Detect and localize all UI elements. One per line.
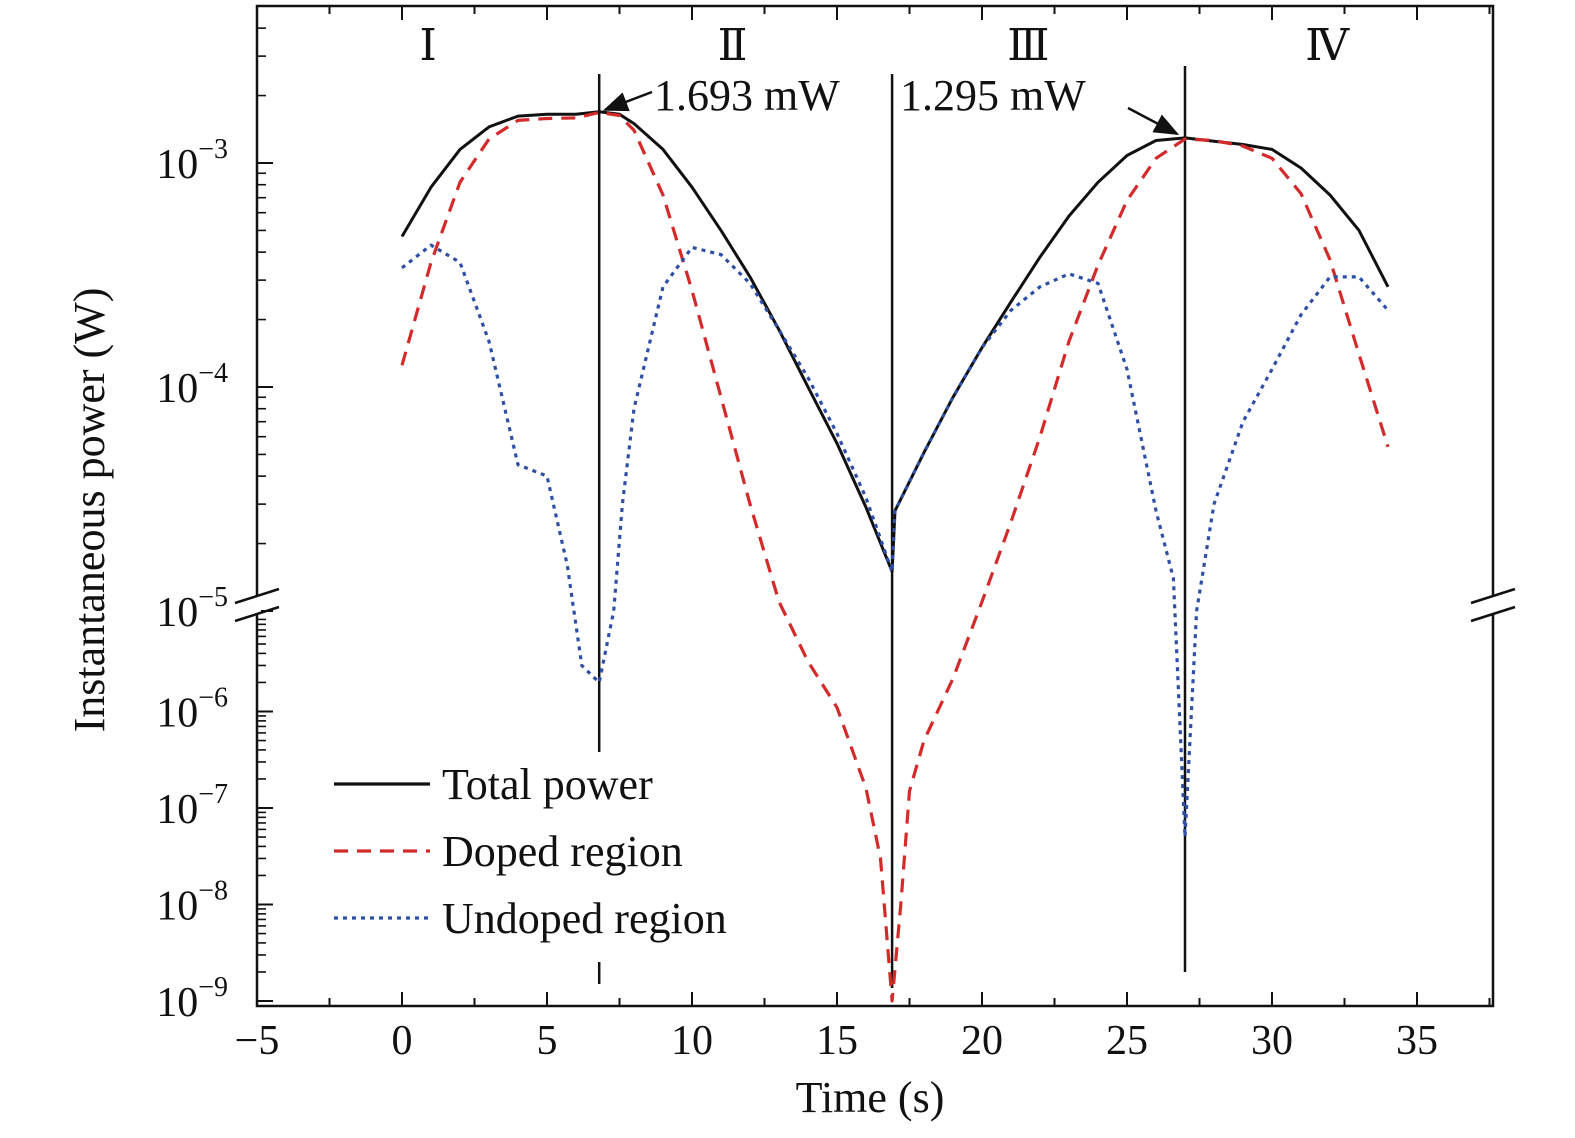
series-line: [401, 243, 1390, 839]
series-lines: [400, 110, 1390, 1003]
region-dividers: [597, 66, 1187, 988]
x-tick-label: 15: [816, 1018, 858, 1064]
axis-break-mark: [234, 605, 280, 623]
x-tick-label: 35: [1396, 1018, 1438, 1064]
legend-label: Doped region: [442, 827, 683, 876]
region-labels: Ⅰ Ⅱ Ⅲ Ⅳ: [419, 21, 1350, 70]
x-tick-label: −5: [235, 1018, 280, 1064]
axis-break-gap: [253, 596, 261, 614]
axis-break-mark: [1470, 587, 1516, 605]
y-tick-label: 10−8: [156, 876, 228, 930]
region-label: Ⅱ: [718, 21, 748, 70]
axis-break-gap: [1489, 596, 1497, 614]
series-line: [400, 110, 1390, 1003]
legend-label: Undoped region: [442, 894, 727, 943]
y-tick-label: 10−7: [156, 779, 228, 833]
axis-break-mark: [234, 587, 280, 605]
series-line: [400, 110, 1390, 574]
x-tick-label: 10: [671, 1018, 713, 1064]
plot-frame: [255, 4, 1495, 1008]
y-tick-label: 10−5: [156, 582, 228, 636]
peak-annotation-arrow: [602, 90, 653, 112]
region-label: Ⅲ: [1007, 21, 1049, 70]
x-tick-label: 20: [961, 1018, 1003, 1064]
x-tick-label: 30: [1251, 1018, 1293, 1064]
y-tick-label: 10−4: [156, 358, 228, 412]
x-tick-label: 0: [392, 1018, 413, 1064]
region-label: Ⅳ: [1305, 21, 1350, 70]
legend: Total power Doped region Undoped region: [334, 760, 727, 943]
region-label: Ⅰ: [419, 21, 436, 70]
peak-annotation-label: 1.693 mW: [654, 71, 840, 120]
legend-label: Total power: [442, 760, 653, 809]
axis-break-marks: [234, 587, 1516, 623]
peak-annotation-arrow: [1127, 106, 1180, 136]
y-axis-title: Instantaneous power (W): [65, 288, 114, 733]
y-tick-label: 10−9: [156, 972, 228, 1026]
y-tick-label: 10−6: [156, 683, 228, 737]
y-tick-label: 10−3: [156, 134, 228, 188]
x-axis-title: Time (s): [796, 1073, 945, 1122]
axis-ticks: −5 0 5 10 15 20 25 30 35 10−9 10−8 10−7 10−6 10−5 10−4…: [156, 6, 1491, 1064]
x-tick-label: 5: [537, 1018, 558, 1064]
peak-annotations: 1.693 mW 1.295 mW: [602, 71, 1180, 136]
peak-annotation-label: 1.295 mW: [900, 71, 1086, 120]
x-tick-label: 25: [1106, 1018, 1148, 1064]
axis-break-mark: [1470, 605, 1516, 623]
